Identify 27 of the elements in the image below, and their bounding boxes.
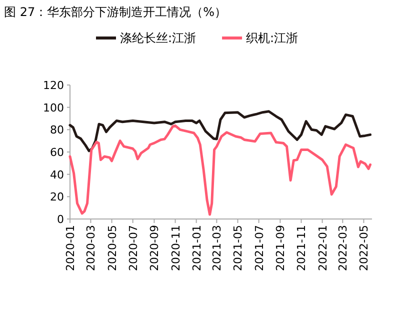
x-tick-label: 2020-03 (84, 225, 98, 271)
y-tick-label: 0 (57, 213, 64, 226)
x-tick-label: 2020-09 (148, 225, 162, 271)
y-tick-label: 20 (50, 190, 64, 204)
x-tick-label: 2021-09 (274, 225, 288, 271)
legend-label: 涤纶长丝:江浙 (120, 31, 196, 45)
chart-title: 图 27：华东部分下游制造开工情况（%） (4, 5, 226, 19)
line-series (68, 110, 372, 152)
x-tick-label: 2020-07 (126, 225, 140, 271)
legend-label: 织机:江浙 (246, 31, 298, 45)
y-tick-label: 60 (50, 146, 64, 159)
x-tick-label: 2021-07 (252, 225, 266, 271)
x-tick-label: 2022-01 (316, 225, 330, 271)
x-tick-label: 2021-11 (295, 225, 308, 271)
y-tick-label: 80 (50, 124, 64, 137)
x-tick-label: 2020-05 (106, 225, 119, 271)
x-tick-label: 2020-01 (64, 225, 77, 271)
y-tick-label: 100 (43, 101, 64, 114)
x-tick-label: 2022-03 (336, 225, 350, 271)
x-tick-label: 2022-05 (358, 225, 371, 271)
y-tick-label: 40 (50, 168, 64, 182)
line-series (68, 124, 372, 216)
x-tick-label: 2021-05 (232, 225, 245, 271)
x-tick-label: 2021-03 (210, 225, 224, 271)
x-tick-label: 2021-01 (190, 225, 204, 271)
x-tick-label: 2020-11 (169, 225, 182, 271)
y-tick-label: 120 (43, 79, 64, 92)
